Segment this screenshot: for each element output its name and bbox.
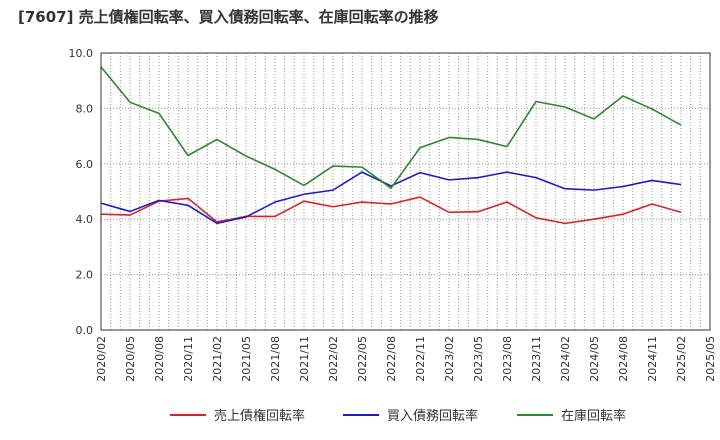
x-tick-label: 2021/08 xyxy=(269,336,282,382)
x-tick-label: 2023/02 xyxy=(443,336,456,382)
legend-label: 買入債務回転率 xyxy=(387,408,478,424)
series-line xyxy=(100,171,682,225)
series-line xyxy=(100,66,682,189)
plot-frame xyxy=(100,52,711,331)
x-tick-label: 2022/05 xyxy=(356,336,369,382)
x-tick-label: 2021/02 xyxy=(211,336,224,382)
y-tick-label: 0.0 xyxy=(76,324,94,337)
x-tick-label: 2020/05 xyxy=(124,336,137,382)
x-tick-label: 2025/02 xyxy=(675,336,688,382)
y-tick-labels: 0.0 2.0 4.0 6.0 8.0 10.0 xyxy=(69,47,94,337)
legend-label: 売上債権回転率 xyxy=(214,408,305,424)
series-lines xyxy=(100,66,682,225)
y-tick-label: 4.0 xyxy=(76,213,94,226)
series-line xyxy=(100,196,682,225)
x-tick-label: 2021/05 xyxy=(240,336,253,382)
x-tick-label: 2024/08 xyxy=(617,336,630,382)
x-tick-labels: 2020/02 2020/05 2020/08 2020/11 2021/02 2021/… xyxy=(95,336,717,382)
x-tick-label: 2024/11 xyxy=(646,336,659,382)
x-tick-label: 2022/11 xyxy=(414,336,427,382)
chart-title: [7607] 売上債権回転率、買入債務回転率、在庫回転率の推移 xyxy=(18,8,439,26)
x-tick-label: 2021/11 xyxy=(298,336,311,382)
x-tick-label: 2022/02 xyxy=(327,336,340,382)
x-tick-label: 2020/02 xyxy=(95,336,108,382)
x-tick-label: 2024/02 xyxy=(559,336,572,382)
legend: 売上債権回転率 買入債務回転率 在庫回転率 xyxy=(170,408,626,424)
x-tick-label: 2022/08 xyxy=(385,336,398,382)
legend-label: 在庫回転率 xyxy=(561,408,626,424)
grid-lines xyxy=(101,53,710,330)
x-tick-label: 2020/11 xyxy=(182,336,195,382)
x-tick-label: 2025/05 xyxy=(704,336,717,382)
x-tick-label: 2024/05 xyxy=(588,336,601,382)
y-tick-label: 2.0 xyxy=(76,269,94,282)
x-tick-label: 2023/11 xyxy=(530,336,543,382)
y-tick-label: 10.0 xyxy=(69,47,94,60)
y-tick-label: 8.0 xyxy=(76,102,94,115)
y-tick-label: 6.0 xyxy=(76,158,94,171)
x-tick-label: 2023/05 xyxy=(472,336,485,382)
x-tick-label: 2020/08 xyxy=(153,336,166,382)
x-tick-label: 2023/08 xyxy=(501,336,514,382)
